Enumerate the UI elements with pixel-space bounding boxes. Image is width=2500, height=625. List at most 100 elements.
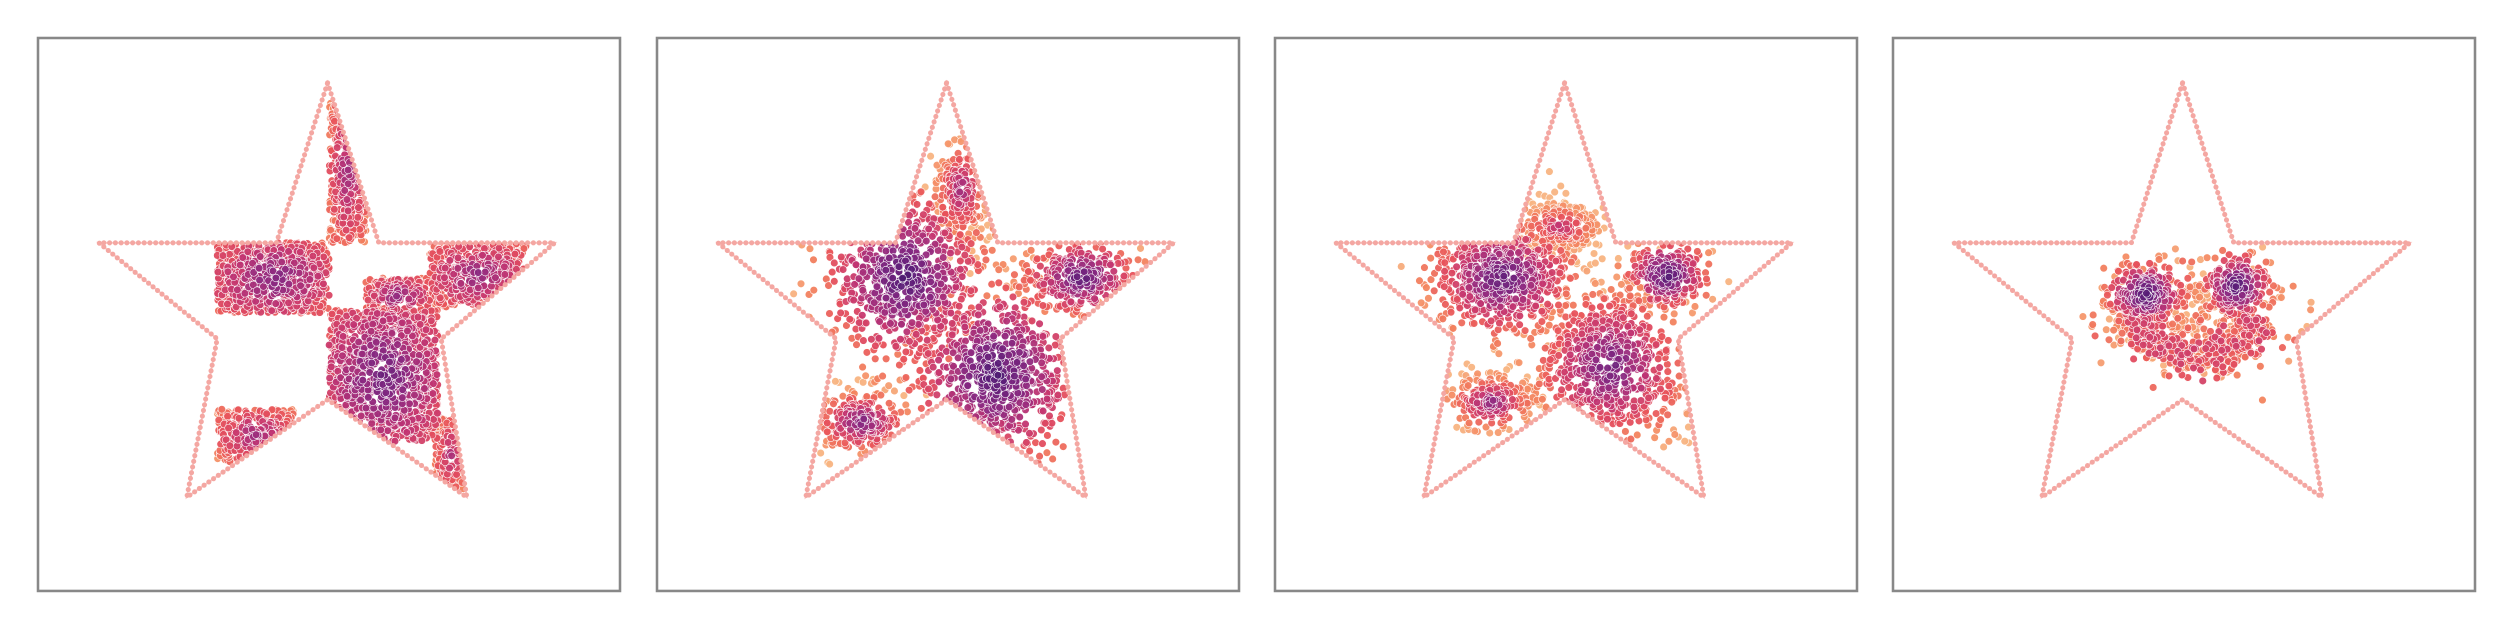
point	[1136, 244, 1145, 253]
point	[224, 423, 233, 433]
point	[1001, 283, 1011, 292]
point	[905, 337, 914, 346]
point	[1090, 294, 1099, 303]
point	[912, 330, 921, 339]
point	[905, 386, 914, 395]
point	[1025, 429, 1034, 438]
point	[1134, 255, 1143, 264]
point	[354, 337, 363, 347]
point	[392, 291, 401, 301]
point	[402, 428, 411, 437]
point	[236, 260, 245, 270]
point	[387, 366, 396, 375]
point	[972, 228, 981, 237]
point	[1045, 411, 1054, 421]
point	[381, 388, 390, 397]
point	[974, 303, 984, 312]
point	[828, 267, 837, 277]
point	[1037, 425, 1046, 435]
point	[385, 357, 394, 367]
point	[393, 340, 402, 349]
point	[809, 286, 818, 295]
point	[933, 315, 942, 325]
point	[849, 295, 858, 305]
point	[1053, 391, 1063, 400]
point	[874, 334, 884, 343]
point	[1039, 279, 1048, 289]
point	[901, 400, 910, 410]
point	[440, 273, 449, 282]
point	[354, 203, 363, 212]
point	[917, 404, 926, 413]
point	[308, 251, 318, 261]
point	[1059, 442, 1068, 451]
point	[957, 295, 966, 304]
point	[398, 393, 407, 402]
point	[845, 315, 854, 324]
point	[882, 354, 891, 363]
point	[373, 309, 382, 318]
point	[912, 200, 922, 209]
point	[398, 385, 407, 394]
point	[995, 302, 1004, 311]
point	[342, 195, 352, 204]
point	[946, 248, 955, 258]
point	[456, 279, 465, 288]
point	[346, 219, 355, 228]
point	[271, 299, 280, 308]
point	[370, 350, 379, 359]
point	[852, 340, 861, 349]
point	[271, 273, 281, 283]
point	[367, 327, 376, 336]
point	[938, 203, 947, 212]
point	[343, 165, 353, 175]
point	[858, 363, 867, 372]
point	[255, 275, 264, 285]
point	[452, 470, 461, 479]
point	[445, 256, 454, 265]
point	[324, 291, 334, 300]
point	[481, 267, 490, 277]
point	[855, 318, 864, 327]
point	[453, 264, 462, 273]
point	[296, 281, 305, 290]
point	[796, 279, 806, 288]
point	[500, 262, 509, 271]
point	[1043, 431, 1052, 440]
point	[988, 246, 997, 255]
point	[379, 316, 388, 326]
point	[309, 263, 318, 272]
point	[1035, 452, 1044, 461]
point	[1024, 267, 1033, 276]
point-cloud	[213, 98, 530, 494]
point	[420, 384, 429, 393]
point	[934, 377, 944, 386]
point	[981, 255, 991, 265]
point	[932, 390, 941, 399]
point	[1022, 438, 1031, 447]
point	[916, 187, 926, 196]
point	[330, 205, 339, 214]
point	[353, 213, 362, 222]
point	[262, 409, 271, 418]
point	[1010, 270, 1019, 279]
point	[1042, 394, 1052, 404]
point	[858, 311, 867, 320]
point	[1098, 244, 1107, 254]
point	[789, 289, 798, 298]
point	[405, 399, 414, 408]
point	[836, 308, 845, 318]
point	[885, 399, 894, 408]
point	[891, 342, 901, 351]
point	[1038, 332, 1048, 341]
point	[829, 399, 838, 408]
point	[284, 247, 293, 256]
point	[332, 234, 342, 243]
point	[830, 277, 839, 286]
point	[305, 275, 314, 284]
point	[1038, 301, 1048, 310]
panel	[36, 36, 622, 593]
point	[924, 399, 933, 408]
point	[948, 319, 957, 328]
